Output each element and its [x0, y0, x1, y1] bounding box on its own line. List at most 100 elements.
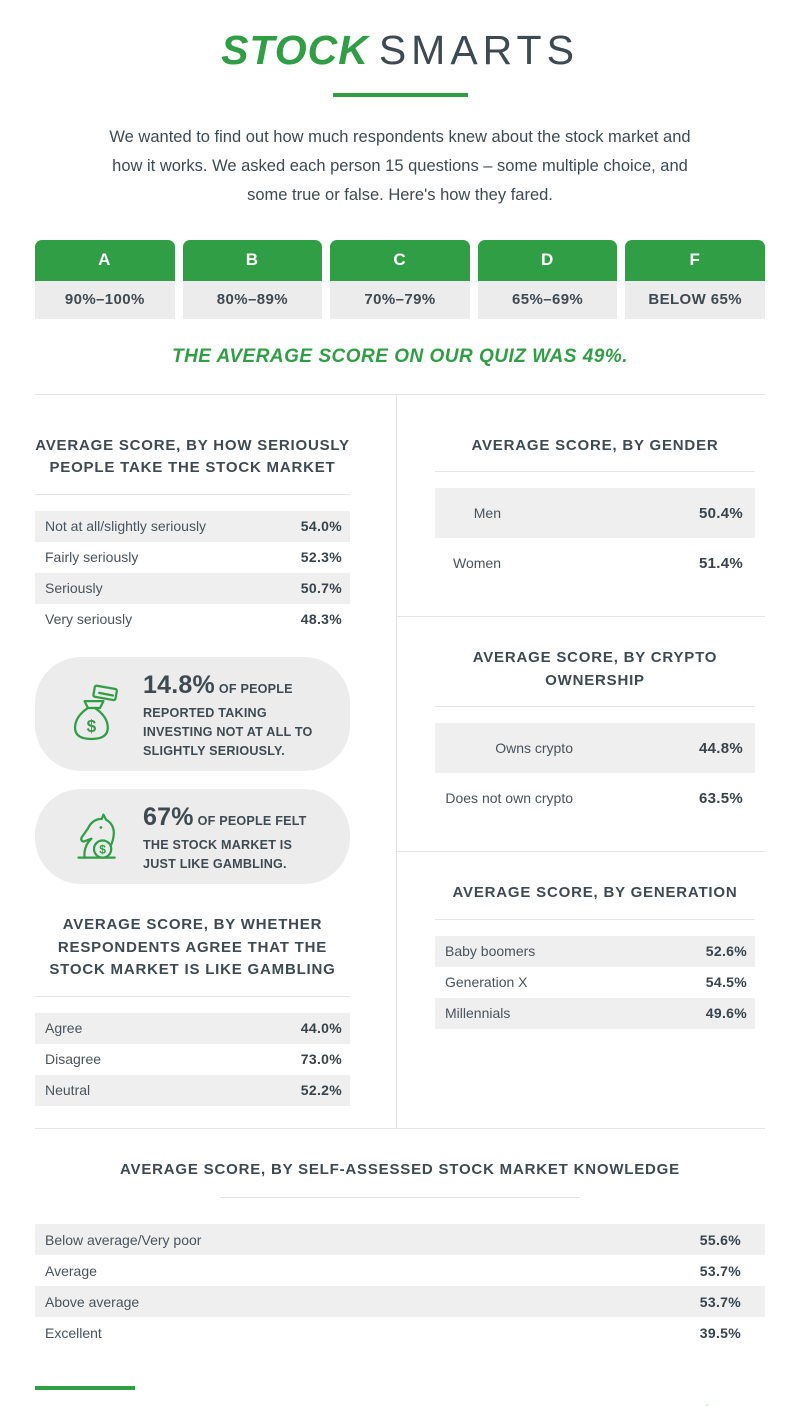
grade-letter: D: [477, 239, 618, 281]
row-value: 53.7%: [699, 1293, 741, 1310]
section-separator: [397, 851, 765, 853]
callout-text: 14.8% OF PEOPLE REPORTED TAKING INVESTING…: [143, 667, 326, 761]
grade-column-f: F BELOW 65%: [625, 239, 765, 319]
section-title-gambling: AVERAGE SCORE, BY WHETHER RESPONDENTS AG…: [49, 916, 336, 979]
row-value: 63.5%: [698, 789, 743, 807]
table-row: Above average 53.7%: [35, 1286, 765, 1318]
row-label: Disagree: [45, 1051, 102, 1068]
row-label: Agree: [45, 1020, 83, 1037]
table-row: Men 50.4%: [435, 488, 755, 539]
grade-range: 65%–69%: [477, 280, 618, 319]
row-label: Seriously: [45, 580, 103, 597]
heading-divider: [35, 493, 350, 495]
row-value: 44.8%: [698, 739, 743, 757]
table-row: Disagree 73.0%: [35, 1044, 350, 1075]
row-value: 50.7%: [300, 580, 342, 597]
callout-stat: 14.8%: [143, 670, 215, 699]
table-row: Very seriously 48.3%: [35, 604, 350, 635]
table-row: Owns crypto 44.8%: [435, 723, 755, 774]
row-value: 52.6%: [705, 943, 747, 960]
svg-text:$: $: [87, 716, 97, 736]
intro-text: We wanted to find out how much responden…: [109, 128, 691, 204]
average-score-banner: THE AVERAGE SCORE ON OUR QUIZ WAS 49%.: [171, 345, 629, 367]
row-value: 53.7%: [699, 1262, 741, 1279]
grade-scale: A 90%–100% B 80%–89% C 70%–79% D 65%–69%…: [35, 239, 765, 319]
grade-range: 80%–89%: [182, 280, 323, 319]
heading-divider: [220, 1197, 580, 1199]
page-title: STOCK SMARTS: [35, 27, 765, 73]
row-label: Men: [473, 505, 501, 522]
grade-letter: C: [330, 239, 470, 281]
bottom-section: AVERAGE SCORE, BY SELF-ASSESSED STOCK MA…: [35, 1129, 765, 1349]
table-row: Baby boomers 52.6%: [435, 935, 755, 967]
section-title-generation: AVERAGE SCORE, BY GENERATION: [452, 884, 738, 902]
callout-investing-seriousness: $ 14.8% OF PEOPLE REPORTED TAKING INVESTI…: [35, 656, 350, 771]
table-row: Agree 44.0%: [35, 1012, 350, 1044]
heading-divider: [435, 471, 755, 473]
section-title-knowledge: AVERAGE SCORE, BY SELF-ASSESSED STOCK MA…: [120, 1160, 680, 1178]
grade-letter: B: [182, 239, 323, 281]
content-columns: AVERAGE SCORE, BY HOW SERIOUSLY PEOPLE T…: [35, 393, 765, 1129]
callout-text: 67% OF PEOPLE FELT THE STOCK MARKET IS JU…: [143, 799, 326, 874]
table-row: Does not own crypto 63.5%: [435, 773, 755, 823]
row-value: 48.3%: [300, 611, 342, 628]
section-title-seriousness: AVERAGE SCORE, BY HOW SERIOUSLY PEOPLE T…: [35, 436, 350, 477]
row-label: Very seriously: [45, 611, 133, 628]
callout-gambling-feeling: $ 67% OF PEOPLE FELT THE STOCK MARKET IS …: [35, 788, 350, 885]
row-value: 54.5%: [705, 974, 747, 991]
grade-range: 70%–79%: [330, 280, 470, 319]
grade-range: 90%–100%: [35, 280, 175, 319]
crypto-table: Owns crypto 44.8% Does not own crypto 63…: [435, 723, 755, 823]
row-label: Neutral: [45, 1082, 91, 1099]
row-label: Does not own crypto: [445, 790, 573, 807]
row-label: Excellent: [45, 1324, 102, 1341]
heading-divider: [435, 706, 755, 708]
section-separator: [397, 616, 765, 618]
row-value: 52.2%: [300, 1082, 342, 1099]
row-label: Fairly seriously: [45, 549, 139, 566]
brand-text-right: pick: [722, 1404, 765, 1406]
row-value: 52.3%: [300, 549, 342, 566]
row-value: 54.0%: [300, 518, 342, 535]
grade-letter: F: [625, 239, 765, 281]
grade-letter: A: [35, 239, 175, 281]
table-row: Millennials 49.6%: [435, 997, 755, 1029]
section-title-gender: AVERAGE SCORE, BY GENDER: [471, 436, 719, 454]
page-title-secondary: SMARTS: [378, 27, 579, 73]
knowledge-table: Below average/Very poor 55.6% Average 53…: [35, 1224, 765, 1348]
footer-row: Source: Survey of 1,006 people gamblers …: [35, 1404, 765, 1406]
row-label: Women: [453, 555, 501, 572]
grade-column-a: A 90%–100%: [35, 239, 175, 319]
chess-knight-icon: $: [77, 813, 116, 859]
page-title-primary: STOCK: [221, 27, 369, 73]
title-underline: [332, 93, 468, 98]
gender-table: Men 50.4% Women 51.4%: [435, 488, 755, 588]
table-row: Below average/Very poor 55.6%: [35, 1224, 765, 1256]
table-row: Average 53.7%: [35, 1255, 765, 1286]
grade-column-b: B 80%–89%: [182, 239, 323, 319]
table-row: Excellent 39.5%: [35, 1317, 765, 1348]
row-label: Owns crypto: [495, 740, 573, 757]
brand-logo[interactable]: gamblers pick: [598, 1404, 765, 1406]
footer-accent-bar: [35, 1386, 135, 1391]
row-label: Baby boomers: [445, 943, 536, 960]
right-column: AVERAGE SCORE, BY GENDER Men 50.4% Women…: [397, 395, 765, 1128]
row-value: 44.0%: [300, 1020, 342, 1037]
footer: Source: Survey of 1,006 people gamblers …: [35, 1386, 765, 1406]
table-row: Seriously 50.7%: [35, 572, 350, 604]
row-value: 50.4%: [698, 504, 743, 522]
callout-body: OF PEOPLE FELT THE STOCK MARKET IS JUST …: [143, 813, 307, 872]
grade-range: BELOW 65%: [625, 280, 765, 319]
left-column: AVERAGE SCORE, BY HOW SERIOUSLY PEOPLE T…: [35, 394, 397, 1128]
brand-text-left: gamblers: [598, 1404, 693, 1406]
table-row: Not at all/slightly seriously 54.0%: [35, 510, 350, 542]
table-row: Neutral 52.2%: [35, 1074, 350, 1106]
row-label: Generation X: [445, 974, 528, 991]
grade-column-c: C 70%–79%: [330, 239, 470, 319]
table-row: Generation X 54.5%: [435, 967, 755, 998]
seriousness-table: Not at all/slightly seriously 54.0% Fair…: [35, 510, 350, 635]
svg-text:$: $: [99, 842, 106, 856]
row-value: 55.6%: [699, 1231, 741, 1248]
heading-divider: [35, 995, 350, 997]
row-label: Millennials: [445, 1005, 511, 1022]
